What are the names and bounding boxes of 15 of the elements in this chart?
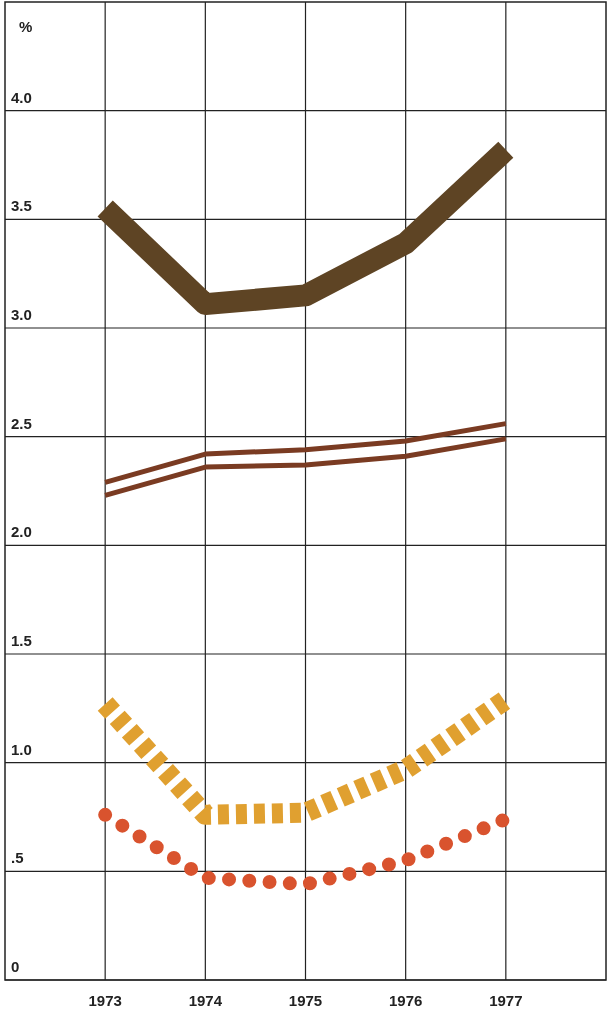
x-tick-label: 1977	[489, 992, 523, 1009]
y-tick-label: .5	[11, 849, 24, 867]
y-tick-label: 2.0	[11, 523, 32, 541]
y-tick-label: 0	[11, 958, 20, 975]
x-tick-label: 1975	[288, 992, 323, 1009]
y-axis-title: %	[19, 18, 33, 35]
y-tick-label: 2.5	[11, 414, 32, 432]
y-tick-label: 4.0	[11, 88, 32, 106]
x-tick-label: 1973	[88, 992, 122, 1009]
y-tick-label: 3.0	[11, 306, 32, 323]
x-tick-label: 1976	[388, 992, 423, 1009]
x-tick-label: 1974	[188, 992, 223, 1009]
y-tick-label: 1.0	[11, 740, 32, 758]
y-tick-label: 1.5	[11, 632, 32, 649]
y-tick-label: 3.5	[11, 197, 32, 215]
